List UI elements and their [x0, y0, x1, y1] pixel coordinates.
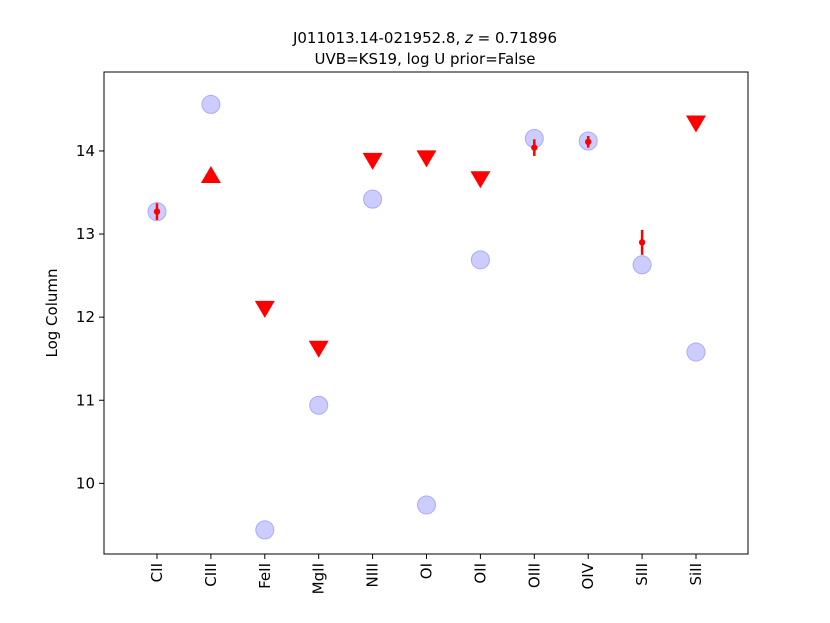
x-tick-label: OII [471, 563, 489, 584]
upper-limit-marker [470, 171, 491, 189]
upper-limit-marker [416, 150, 437, 168]
data-point-circle [686, 342, 706, 362]
data-point-measured [153, 208, 161, 215]
x-axis: CII CIII FeII MgII NIII OI OII OIII OIV SIII SiII [148, 554, 705, 594]
y-axis: 10 11 12 13 14 [76, 142, 104, 492]
y-tick-label: 14 [76, 142, 95, 160]
x-tick-label: NIII [364, 563, 382, 588]
data-point-circle [363, 189, 383, 209]
x-tick-label: OIII [525, 563, 543, 588]
upper-limit-marker [308, 340, 329, 358]
data-point-circle [255, 520, 275, 540]
lower-limit-marker [200, 166, 221, 184]
data-point-circle [309, 395, 329, 415]
x-tick-label: OI [418, 563, 436, 579]
plot-area [147, 94, 706, 540]
data-point-circle [632, 255, 652, 275]
data-point-measured [638, 239, 646, 246]
upper-limit-marker [362, 152, 383, 170]
y-tick-label: 13 [76, 225, 95, 243]
data-point-measured [585, 138, 592, 146]
chart-title-line-1: J011013.14-021952.8, z = 0.71896 [292, 29, 557, 47]
data-point-circle [201, 94, 221, 114]
x-tick-label: SiII [687, 563, 705, 586]
y-axis-label: Log Column [43, 268, 61, 357]
upper-limit-marker [254, 300, 275, 318]
x-tick-label: OIV [579, 562, 597, 589]
x-tick-label: SIII [633, 563, 651, 586]
y-tick-label: 11 [76, 391, 95, 409]
upper-limit-marker [686, 115, 706, 133]
x-tick-label: MgII [310, 563, 328, 594]
data-point-circle [470, 250, 490, 270]
chart-title-line-2: UVB=KS19, log U prior=False [315, 50, 536, 68]
y-tick-label: 10 [76, 474, 95, 492]
data-point-circle [417, 495, 436, 515]
y-tick-label: 12 [76, 308, 95, 326]
x-tick-label: FeII [256, 563, 274, 589]
x-tick-label: CII [148, 563, 166, 582]
data-point-measured [531, 144, 538, 151]
x-tick-label: CIII [202, 563, 220, 587]
